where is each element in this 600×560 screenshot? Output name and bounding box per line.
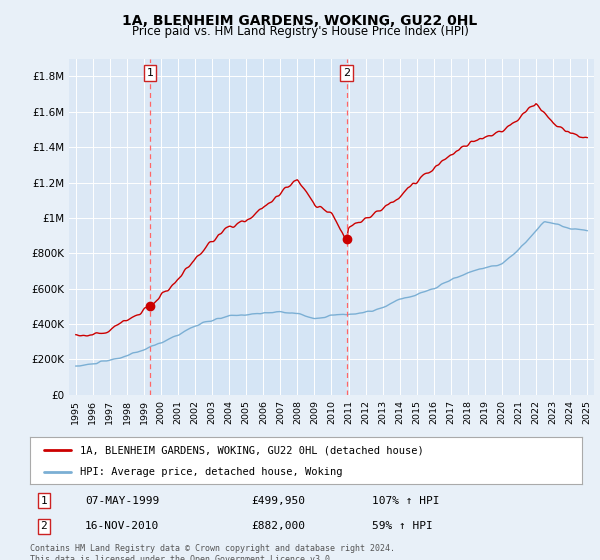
Text: 07-MAY-1999: 07-MAY-1999: [85, 496, 160, 506]
Text: 1: 1: [146, 68, 154, 78]
Text: HPI: Average price, detached house, Woking: HPI: Average price, detached house, Woki…: [80, 466, 342, 477]
Text: Price paid vs. HM Land Registry's House Price Index (HPI): Price paid vs. HM Land Registry's House …: [131, 25, 469, 38]
Text: Contains HM Land Registry data © Crown copyright and database right 2024.
This d: Contains HM Land Registry data © Crown c…: [30, 544, 395, 560]
Text: £882,000: £882,000: [251, 521, 305, 531]
Text: 1A, BLENHEIM GARDENS, WOKING, GU22 0HL: 1A, BLENHEIM GARDENS, WOKING, GU22 0HL: [122, 14, 478, 28]
Text: 107% ↑ HPI: 107% ↑ HPI: [372, 496, 440, 506]
Text: 59% ↑ HPI: 59% ↑ HPI: [372, 521, 433, 531]
Bar: [150, 59, 346, 395]
Text: 1A, BLENHEIM GARDENS, WOKING, GU22 0HL (detached house): 1A, BLENHEIM GARDENS, WOKING, GU22 0HL (…: [80, 445, 424, 455]
Text: 16-NOV-2010: 16-NOV-2010: [85, 521, 160, 531]
Text: £499,950: £499,950: [251, 496, 305, 506]
Text: 2: 2: [40, 521, 47, 531]
Text: 2: 2: [343, 68, 350, 78]
Text: 1: 1: [40, 496, 47, 506]
